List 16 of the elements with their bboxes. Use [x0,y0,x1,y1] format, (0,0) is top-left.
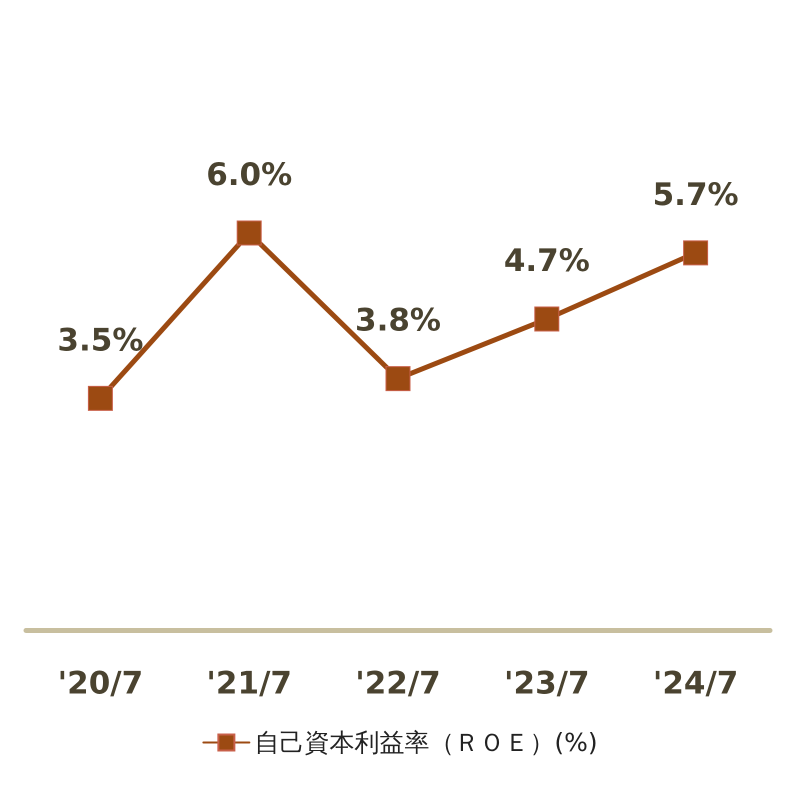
point [534,306,560,332]
x-tick-label: '23/7 [504,666,590,702]
data-label: 3.8% [355,302,441,339]
data-label: 4.7% [504,243,590,280]
data-label: 5.7% [652,176,739,213]
point [88,386,113,411]
x-tick-label: '22/7 [355,666,441,702]
point [236,220,262,246]
x-tick-label: '21/7 [206,666,292,702]
point [683,240,708,266]
data-label: 6.0% [206,157,292,193]
x-tick-label: '20/7 [58,666,144,702]
data-label: 3.5% [57,322,144,358]
x-tick-label: '24/7 [652,666,738,702]
point [386,366,410,392]
legend-label: 自己資本利益率（ＲＯＥ）(%) [254,728,598,757]
